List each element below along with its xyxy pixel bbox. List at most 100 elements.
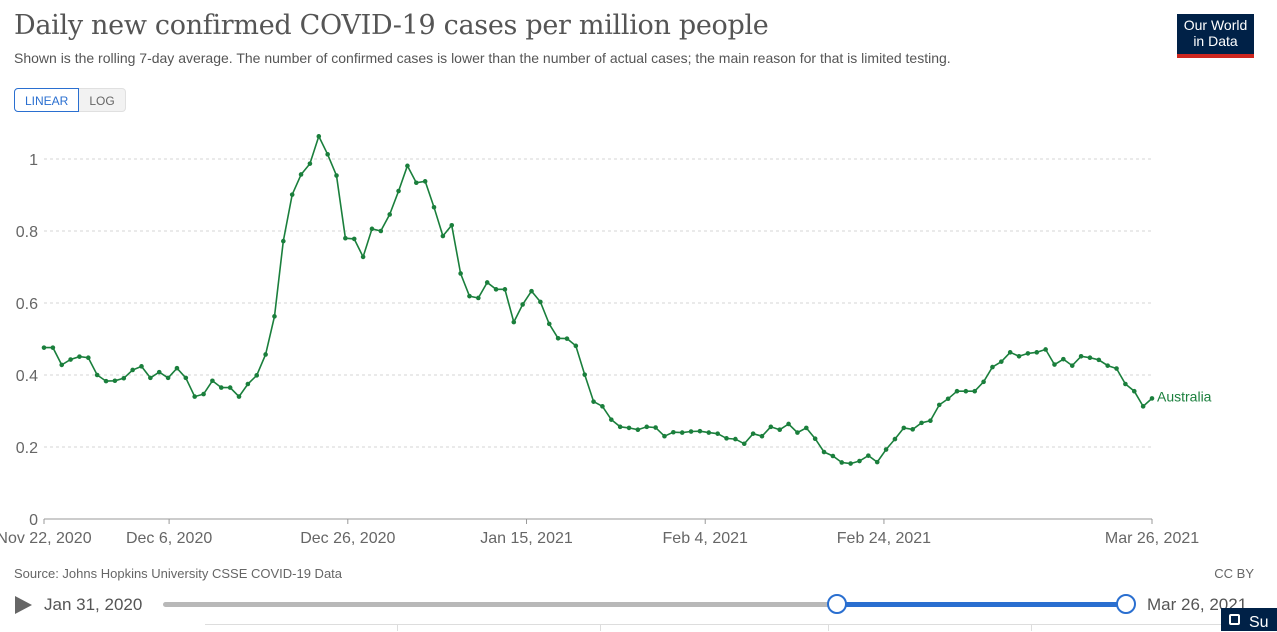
data-point[interactable] [901, 425, 907, 431]
data-point[interactable] [564, 336, 570, 341]
data-point[interactable] [86, 355, 91, 361]
play-icon[interactable] [15, 596, 32, 614]
data-point[interactable] [174, 365, 180, 371]
data-point[interactable] [1131, 388, 1137, 394]
data-point[interactable] [919, 420, 924, 426]
data-point[interactable] [360, 254, 366, 260]
data-point[interactable] [529, 288, 534, 294]
data-point[interactable] [263, 352, 268, 357]
data-point[interactable] [1069, 363, 1075, 368]
data-point[interactable] [467, 293, 472, 299]
data-point[interactable] [999, 359, 1004, 364]
data-point[interactable] [440, 233, 446, 239]
data-point[interactable] [502, 287, 508, 292]
data-point[interactable] [1123, 381, 1128, 387]
timeline-start-handle[interactable] [827, 594, 848, 614]
data-point[interactable] [351, 236, 357, 242]
data-point[interactable] [77, 354, 82, 359]
subscribe-button[interactable]: Su [1221, 608, 1277, 631]
data-point[interactable] [520, 302, 525, 307]
data-point[interactable] [954, 388, 960, 394]
data-point[interactable] [724, 436, 729, 441]
data-point[interactable] [254, 373, 260, 378]
data-point[interactable] [1016, 353, 1022, 359]
data-point[interactable] [298, 172, 304, 177]
data-point[interactable] [369, 226, 375, 232]
data-point[interactable] [378, 228, 384, 234]
data-point[interactable] [236, 394, 242, 399]
data-point[interactable] [635, 427, 641, 433]
data-point[interactable] [343, 235, 348, 241]
data-point[interactable] [812, 436, 818, 442]
data-point[interactable] [1087, 355, 1093, 361]
data-point[interactable] [928, 418, 933, 424]
data-point[interactable] [1007, 350, 1013, 355]
data-point[interactable] [1034, 350, 1040, 355]
data-point[interactable] [617, 424, 623, 430]
data-point[interactable] [830, 453, 836, 459]
data-point[interactable] [210, 378, 215, 384]
data-point[interactable] [936, 402, 942, 408]
data-point[interactable] [307, 161, 313, 166]
data-point[interactable] [413, 180, 419, 186]
data-point[interactable] [218, 385, 224, 390]
data-point[interactable] [156, 369, 162, 375]
data-point[interactable] [121, 375, 127, 381]
data-point[interactable] [990, 364, 995, 370]
data-point[interactable] [139, 364, 144, 369]
owid-logo[interactable]: Our World in Data [1177, 14, 1254, 58]
data-point[interactable] [910, 427, 915, 432]
data-point[interactable] [600, 404, 605, 409]
data-point[interactable] [334, 173, 339, 178]
data-point[interactable] [405, 163, 410, 169]
data-point[interactable] [679, 430, 685, 435]
data-point[interactable] [795, 430, 800, 435]
data-point[interactable] [94, 372, 100, 378]
data-point[interactable] [697, 428, 703, 434]
data-point[interactable] [573, 343, 579, 349]
data-point[interactable] [422, 179, 428, 184]
data-point[interactable] [227, 385, 233, 390]
data-point[interactable] [759, 433, 765, 439]
data-point[interactable] [68, 357, 73, 362]
data-point[interactable] [316, 134, 322, 139]
data-point[interactable] [289, 192, 295, 197]
data-point[interactable] [804, 425, 809, 431]
data-point[interactable] [741, 441, 747, 447]
data-point[interactable] [1105, 363, 1110, 368]
data-point[interactable] [1025, 351, 1031, 356]
license-link[interactable]: CC BY [1214, 566, 1254, 581]
data-point[interactable] [183, 375, 189, 381]
data-point[interactable] [538, 299, 543, 305]
data-point[interactable] [201, 391, 206, 397]
data-point[interactable] [662, 433, 667, 439]
data-point[interactable] [493, 287, 499, 292]
data-point[interactable] [715, 431, 720, 436]
data-point[interactable] [41, 345, 47, 350]
timeline-end-handle[interactable] [1116, 594, 1136, 614]
data-point[interactable] [112, 378, 118, 384]
data-point[interactable] [839, 460, 845, 465]
data-point[interactable] [883, 447, 889, 452]
data-point[interactable] [431, 204, 437, 210]
data-point[interactable] [1140, 404, 1146, 409]
data-point[interactable] [325, 152, 330, 157]
data-point[interactable] [626, 425, 632, 431]
data-point[interactable] [688, 429, 694, 434]
timeline-track[interactable] [163, 602, 1126, 607]
data-point[interactable] [484, 280, 490, 285]
data-point[interactable] [396, 188, 401, 194]
data-point[interactable] [972, 388, 978, 394]
data-point[interactable] [653, 425, 658, 430]
data-point[interactable] [1114, 366, 1119, 371]
data-point[interactable] [281, 238, 286, 244]
data-point[interactable] [1052, 362, 1057, 367]
data-point[interactable] [245, 381, 251, 387]
data-point[interactable] [777, 427, 783, 433]
data-point[interactable] [103, 378, 109, 384]
data-point[interactable] [476, 295, 481, 301]
data-point[interactable] [644, 424, 650, 430]
data-point[interactable] [582, 372, 588, 377]
data-point[interactable] [671, 429, 676, 435]
data-point[interactable] [148, 375, 153, 381]
